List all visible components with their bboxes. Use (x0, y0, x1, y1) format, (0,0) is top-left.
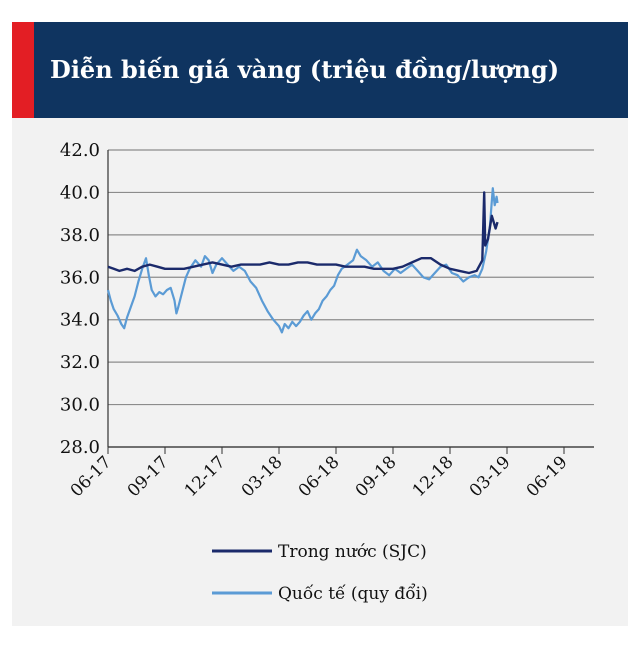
legend-label: Quốc tế (quy đổi) (278, 584, 428, 604)
y-tick-label: 30.0 (60, 395, 100, 416)
y-tick-label: 40.0 (60, 182, 100, 203)
y-tick-label: 28.0 (60, 437, 100, 458)
x-tick-label: 06-17 (67, 452, 116, 501)
series-line-domestic (107, 191, 499, 275)
y-tick-label: 32.0 (60, 352, 100, 373)
y-tick-label: 38.0 (60, 225, 100, 246)
x-tick-label: 03-18 (238, 452, 287, 501)
x-tick-label: 06-18 (295, 452, 344, 501)
chart-title: Diễn biến giá vàng (triệu đồng/lượng) (50, 55, 560, 84)
x-tick-label: 12-18 (409, 452, 458, 501)
x-tick-label: 03-19 (466, 452, 515, 501)
x-tick-label: 06-19 (523, 452, 572, 501)
y-tick-label: 42.0 (60, 140, 100, 161)
plot-area (108, 150, 594, 447)
legend-label: Trong nước (SJC) (278, 542, 427, 562)
chart-header: Diễn biến giá vàng (triệu đồng/lượng) (12, 22, 628, 118)
y-tick-label: 36.0 (60, 267, 100, 288)
y-tick-label: 34.0 (60, 310, 100, 331)
series-line-international (106, 187, 499, 334)
x-tick-label: 12-17 (181, 452, 230, 501)
header-accent-bar (12, 22, 34, 118)
x-tick-label: 09-17 (124, 452, 173, 501)
x-tick-label: 09-18 (352, 452, 401, 501)
